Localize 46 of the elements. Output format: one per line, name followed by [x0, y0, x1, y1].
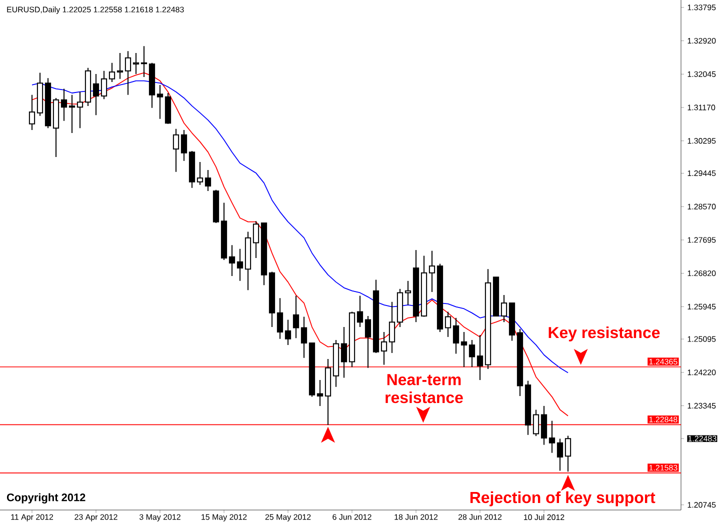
annotation: Rejection of key support [470, 491, 656, 506]
candlestick [68, 94, 76, 134]
candlestick [556, 438, 564, 472]
candlestick [404, 280, 412, 306]
candlestick [116, 52, 124, 80]
candlestick [300, 316, 308, 358]
candlestick [532, 409, 540, 437]
candlestick [236, 248, 244, 282]
candlestick [444, 311, 452, 338]
candlestick [356, 295, 364, 328]
candlestick [252, 220, 260, 259]
candlestick [92, 73, 100, 116]
candlestick [340, 326, 348, 378]
candlestick [564, 435, 572, 472]
annotation: Copyright 2012 [6, 493, 86, 504]
candlestick [548, 420, 556, 454]
annotation: Near-term resistance [386, 374, 463, 404]
candlestick [460, 331, 468, 368]
candlestick [228, 244, 236, 276]
candlestick [500, 294, 508, 323]
candlestick [380, 331, 388, 366]
candlestick [292, 295, 300, 339]
candlestick [180, 129, 188, 162]
candlestick [76, 91, 84, 129]
candlestick [132, 52, 140, 74]
candlestick [28, 94, 36, 130]
candlestick [452, 317, 460, 354]
candlestick [428, 250, 436, 292]
candlestick [364, 315, 372, 368]
candlestick [204, 169, 212, 192]
candlestick [60, 88, 68, 122]
candlestick [196, 161, 204, 186]
candlestick [540, 405, 548, 446]
candlestick [388, 301, 396, 354]
candlestick [276, 298, 284, 340]
candlestick [140, 46, 148, 78]
candlestick [156, 84, 164, 120]
candlestick [476, 334, 484, 381]
candlestick [284, 319, 292, 346]
annotation: Key resistance [548, 326, 660, 342]
candlestick [316, 380, 324, 406]
candlestick [100, 70, 108, 100]
candlestick [108, 62, 116, 82]
candlestick [468, 340, 476, 368]
candlestick [172, 128, 180, 172]
candlestick [124, 50, 132, 96]
